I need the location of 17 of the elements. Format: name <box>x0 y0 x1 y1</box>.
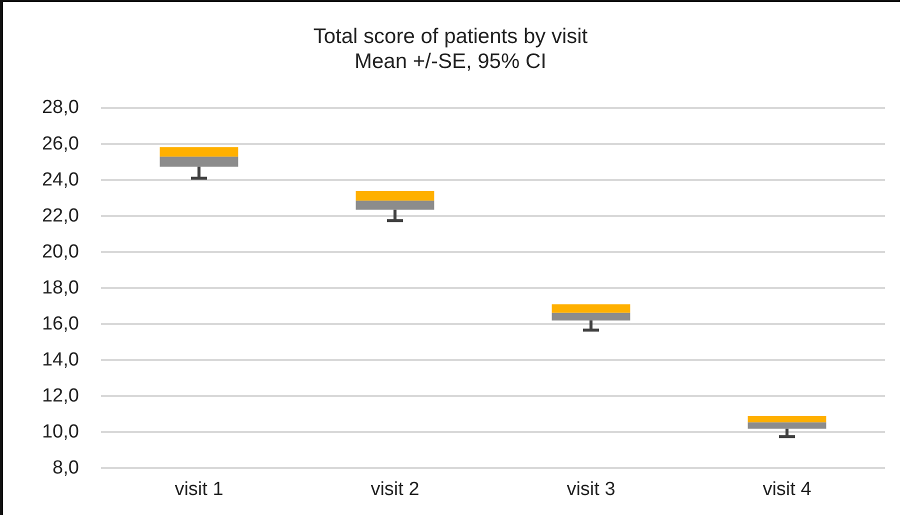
y-tick-label: 28,0 <box>42 97 79 118</box>
x-tick-label: visit 3 <box>566 478 616 500</box>
y-tick-label: 12,0 <box>42 385 79 406</box>
chart-title: Total score of patients by visit <box>312 24 589 49</box>
y-tick-label: 26,0 <box>42 133 79 154</box>
y-tick-label: 24,0 <box>42 169 79 190</box>
y-tick-label: 8,0 <box>52 457 79 478</box>
chart-subtitle: Mean +/-SE, 95% CI <box>353 49 548 74</box>
y-tick-label: 18,0 <box>42 277 79 298</box>
y-tick-label: 22,0 <box>42 205 79 226</box>
x-tick-label: visit 4 <box>762 478 812 500</box>
y-tick-label: 16,0 <box>42 313 79 334</box>
y-tick-label: 14,0 <box>42 349 79 370</box>
y-tick-label: 10,0 <box>42 421 79 442</box>
x-tick-label: visit 1 <box>174 478 224 500</box>
x-tick-label: visit 2 <box>370 478 420 500</box>
y-tick-label: 20,0 <box>42 241 79 262</box>
